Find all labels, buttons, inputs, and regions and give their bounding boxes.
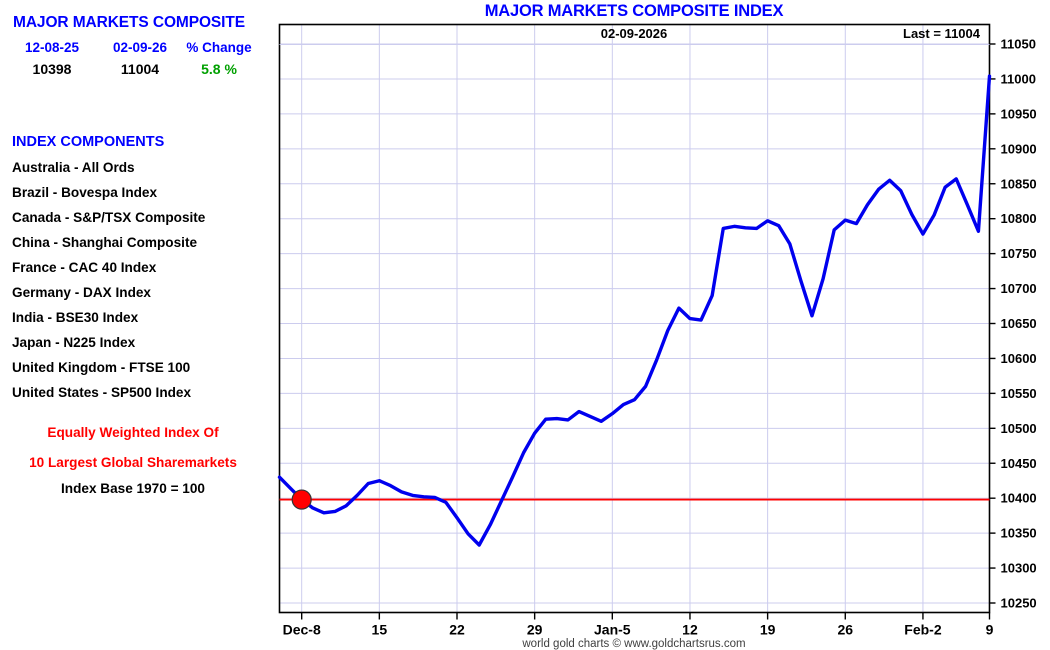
x-tick-label: 26 (837, 622, 853, 638)
summary-value-percent-change: 5.8 % (201, 61, 237, 77)
index-component-item: Germany - DAX Index (12, 285, 151, 300)
y-tick-label: 10800 (1001, 211, 1037, 226)
y-tick-label: 10850 (1001, 176, 1037, 191)
composite-summary-title: MAJOR MARKETS COMPOSITE (13, 14, 245, 31)
y-tick-label: 10250 (1001, 596, 1037, 611)
y-tick-label: 11050 (1001, 37, 1036, 52)
x-tick-label: 22 (449, 622, 465, 638)
x-tick-label: 15 (372, 622, 388, 638)
index-components-title: INDEX COMPONENTS (12, 134, 165, 150)
x-axis: Dec-8 15 22 29 Jan-5 12 19 26 Feb-2 9 (283, 612, 994, 638)
y-tick-label: 10950 (1001, 106, 1037, 121)
index-component-item: China - Shanghai Composite (12, 235, 198, 250)
y-tick-label: 11000 (1001, 71, 1036, 86)
y-axis: 11050 11000 10950 10900 10850 10800 10750 10700… (989, 37, 1037, 611)
y-tick-label: 10350 (1001, 526, 1037, 541)
x-tick-label: Feb-2 (904, 622, 942, 638)
y-tick-label: 10600 (1001, 351, 1037, 366)
y-tick-label: 10500 (1001, 421, 1037, 436)
y-tick-label: 10700 (1001, 281, 1037, 296)
plot-frame (278, 23, 991, 614)
y-tick-label: 10400 (1001, 491, 1037, 506)
x-tick-label: 19 (760, 622, 776, 638)
summary-header-end-date: 02-09-26 (112, 40, 168, 55)
start-point-marker (291, 489, 312, 510)
chart-last-value-label: Last = 11004 (903, 26, 980, 41)
note-line-2: 10 Largest Global Sharemarkets (29, 455, 237, 470)
index-component-item: United Kingdom - FTSE 100 (12, 360, 191, 375)
index-component-item: Brazil - Bovespa Index (12, 185, 158, 200)
chart-credit: world gold charts © www.goldchartsrus.co… (522, 638, 746, 650)
index-component-item: Australia - All Ords (12, 160, 135, 175)
chart-gridlines (279, 24, 990, 613)
index-component-item: India - BSE30 Index (12, 310, 139, 325)
index-components-list: Australia - All Ords Brazil - Bovespa Ind… (12, 155, 205, 405)
y-tick-label: 10900 (1001, 141, 1037, 156)
info-panel: MAJOR MARKETS COMPOSITE 12-08-25 02-09-2… (0, 0, 268, 650)
y-tick-label: 10450 (1001, 456, 1037, 471)
note-line-1: Equally Weighted Index Of (47, 425, 219, 440)
note-line-3: Index Base 1970 = 100 (61, 481, 205, 496)
y-tick-label: 10750 (1001, 246, 1037, 261)
summary-value-start: 10398 (32, 61, 72, 77)
summary-value-end: 11004 (120, 61, 160, 77)
x-tick-label: 12 (682, 622, 698, 638)
index-component-item: Canada - S&P/TSX Composite (12, 210, 206, 225)
x-tick-label: Dec-8 (283, 622, 321, 638)
x-tick-label: 29 (527, 622, 543, 638)
index-component-item: Japan - N225 Index (12, 335, 136, 350)
summary-header-percent-change: % Change (186, 40, 252, 55)
y-tick-label: 10650 (1001, 316, 1037, 331)
series-line (277, 74, 992, 547)
chart-title: MAJOR MARKETS COMPOSITE INDEX (484, 2, 784, 20)
x-tick-label: Jan-5 (594, 622, 631, 638)
summary-header-start-date: 12-08-25 (24, 40, 80, 55)
y-tick-label: 10550 (1001, 386, 1037, 401)
y-tick-label: 10300 (1001, 561, 1037, 576)
index-component-item: United States - SP500 Index (12, 385, 192, 400)
x-tick-label: 9 (986, 622, 994, 638)
index-component-item: France - CAC 40 Index (12, 260, 157, 275)
chart-date-label: 02-09-2026 (600, 26, 668, 41)
